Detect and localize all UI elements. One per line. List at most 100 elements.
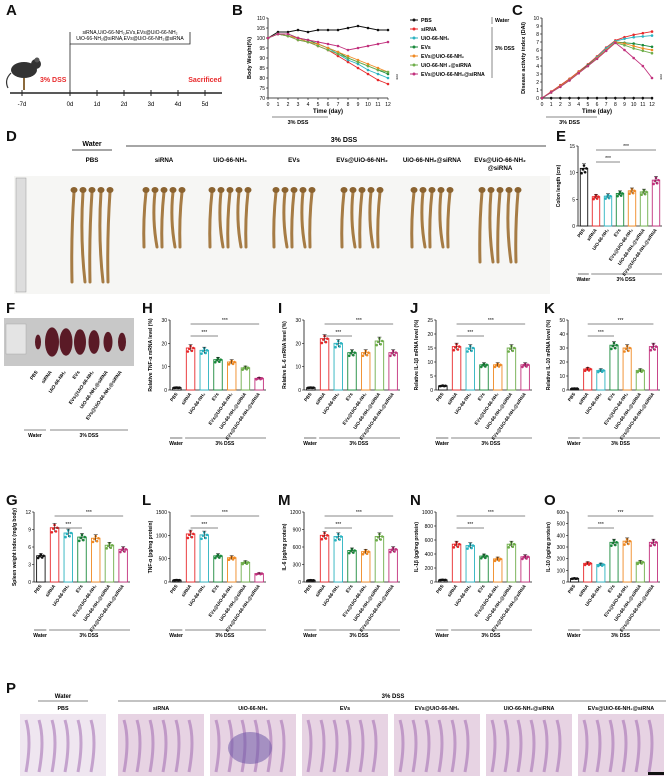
tissue-crypt	[214, 719, 221, 773]
y-tick-label: 400	[425, 552, 434, 558]
cecum	[217, 187, 225, 193]
data-point	[376, 535, 380, 539]
data-point	[353, 351, 357, 354]
bar	[240, 561, 251, 583]
data-point	[233, 556, 236, 560]
data-point	[386, 40, 390, 44]
y-tick-label: 95	[259, 46, 265, 52]
cecum	[308, 187, 316, 193]
dss-label: 3% DSS	[611, 633, 631, 639]
data-point	[508, 543, 512, 547]
data-point	[586, 64, 590, 68]
bar	[609, 541, 619, 583]
legend-marker	[412, 27, 416, 31]
y-axis-title: Relative IL-10 mRNA level (%)	[546, 319, 552, 390]
y-tick-label: 0	[430, 580, 433, 586]
spleen-group-label: PBS	[29, 369, 40, 381]
bar	[199, 349, 209, 391]
legend-marker	[412, 18, 416, 22]
y-tick-label: 1200	[290, 510, 301, 516]
data-point	[605, 195, 609, 198]
data-point	[512, 542, 516, 546]
data-point	[623, 48, 626, 52]
colon-group-label: EVs@UiO-66-NH₂	[474, 157, 526, 164]
x-tick-label: 11	[640, 102, 645, 108]
tissue-crypt	[371, 719, 378, 773]
timeline-day-label: 5d	[202, 102, 209, 108]
y-tick-label: 70	[259, 96, 265, 102]
data-point	[346, 26, 350, 30]
data-point	[367, 550, 370, 553]
colon-sample	[290, 190, 296, 249]
x-tick-label: PBS	[303, 584, 313, 595]
data-point	[215, 555, 218, 558]
data-point	[507, 350, 511, 353]
colon-sample	[300, 190, 307, 249]
data-point	[347, 551, 351, 555]
y-tick-label: 10	[161, 365, 167, 371]
data-point	[312, 386, 315, 389]
data-point	[324, 537, 328, 540]
y-tick-label: 0	[164, 580, 167, 586]
data-point	[91, 540, 95, 544]
significance-stars: ***	[623, 144, 629, 150]
colon-group-label: PBS	[86, 157, 99, 164]
y-tick-label: 5	[572, 197, 575, 203]
timeline-ticks: -7d 0d 1d 2d 3d 4d 5d	[18, 90, 209, 108]
data-point	[394, 351, 398, 354]
colon-sample	[506, 190, 513, 264]
data-point	[650, 541, 654, 545]
data-point	[352, 353, 355, 357]
data-point	[218, 556, 221, 559]
y-tick-label: 6	[28, 545, 31, 551]
timeline-day-label: 2d	[121, 102, 128, 108]
data-point	[326, 42, 330, 46]
data-point	[312, 578, 315, 582]
data-point	[120, 548, 124, 552]
data-point	[68, 534, 71, 538]
series-line	[267, 33, 389, 73]
y-tick-label: 30	[161, 318, 167, 324]
y-tick-label: 20	[161, 341, 167, 347]
data-point	[652, 182, 655, 186]
timeline-day-label: 4d	[175, 102, 182, 108]
data-point	[623, 43, 626, 47]
data-point	[296, 36, 300, 40]
y-tick-label: 12	[25, 510, 31, 516]
water-label: Water	[303, 441, 317, 447]
x-tick-label: 7	[337, 102, 340, 108]
bar	[465, 347, 475, 391]
x-tick-label: siRNA	[314, 391, 326, 406]
data-point	[186, 350, 190, 353]
data-point	[233, 360, 236, 364]
significance-stars: ***	[356, 510, 362, 516]
data-point	[390, 351, 394, 355]
x-tick-label: 8	[614, 102, 617, 108]
data-point	[178, 386, 181, 389]
panel-label-j: J	[410, 300, 419, 317]
data-point	[641, 43, 645, 47]
cecum	[106, 187, 114, 193]
data-point	[110, 543, 114, 547]
x-tick-label: 6	[327, 102, 330, 108]
x-tick-label: 1	[277, 102, 280, 108]
x-axis-title: Time (day)	[313, 109, 343, 115]
x-tick-label: 3	[297, 102, 300, 108]
data-point	[453, 543, 457, 547]
data-point	[246, 366, 250, 370]
data-point	[386, 28, 390, 32]
data-point	[349, 351, 352, 355]
timeline-svg: siRNA,UiO-66-NH₂,EVs,EVs@UiO-66-NH₂ UiO-…	[5, 30, 222, 108]
tissue-crypt	[332, 719, 339, 773]
x-tick-label: 5	[317, 102, 320, 108]
timeline-groups-line2: UiO-66-NH₂@siRNA,EVs@UiO-66-NH₂@siRNA	[76, 36, 184, 42]
data-point	[568, 79, 571, 82]
significance-stars: ***	[467, 330, 473, 336]
data-point	[36, 556, 40, 560]
bar	[227, 557, 237, 583]
data-point	[286, 32, 290, 36]
data-point	[321, 338, 325, 341]
bar	[639, 191, 649, 227]
data-point	[650, 76, 654, 80]
